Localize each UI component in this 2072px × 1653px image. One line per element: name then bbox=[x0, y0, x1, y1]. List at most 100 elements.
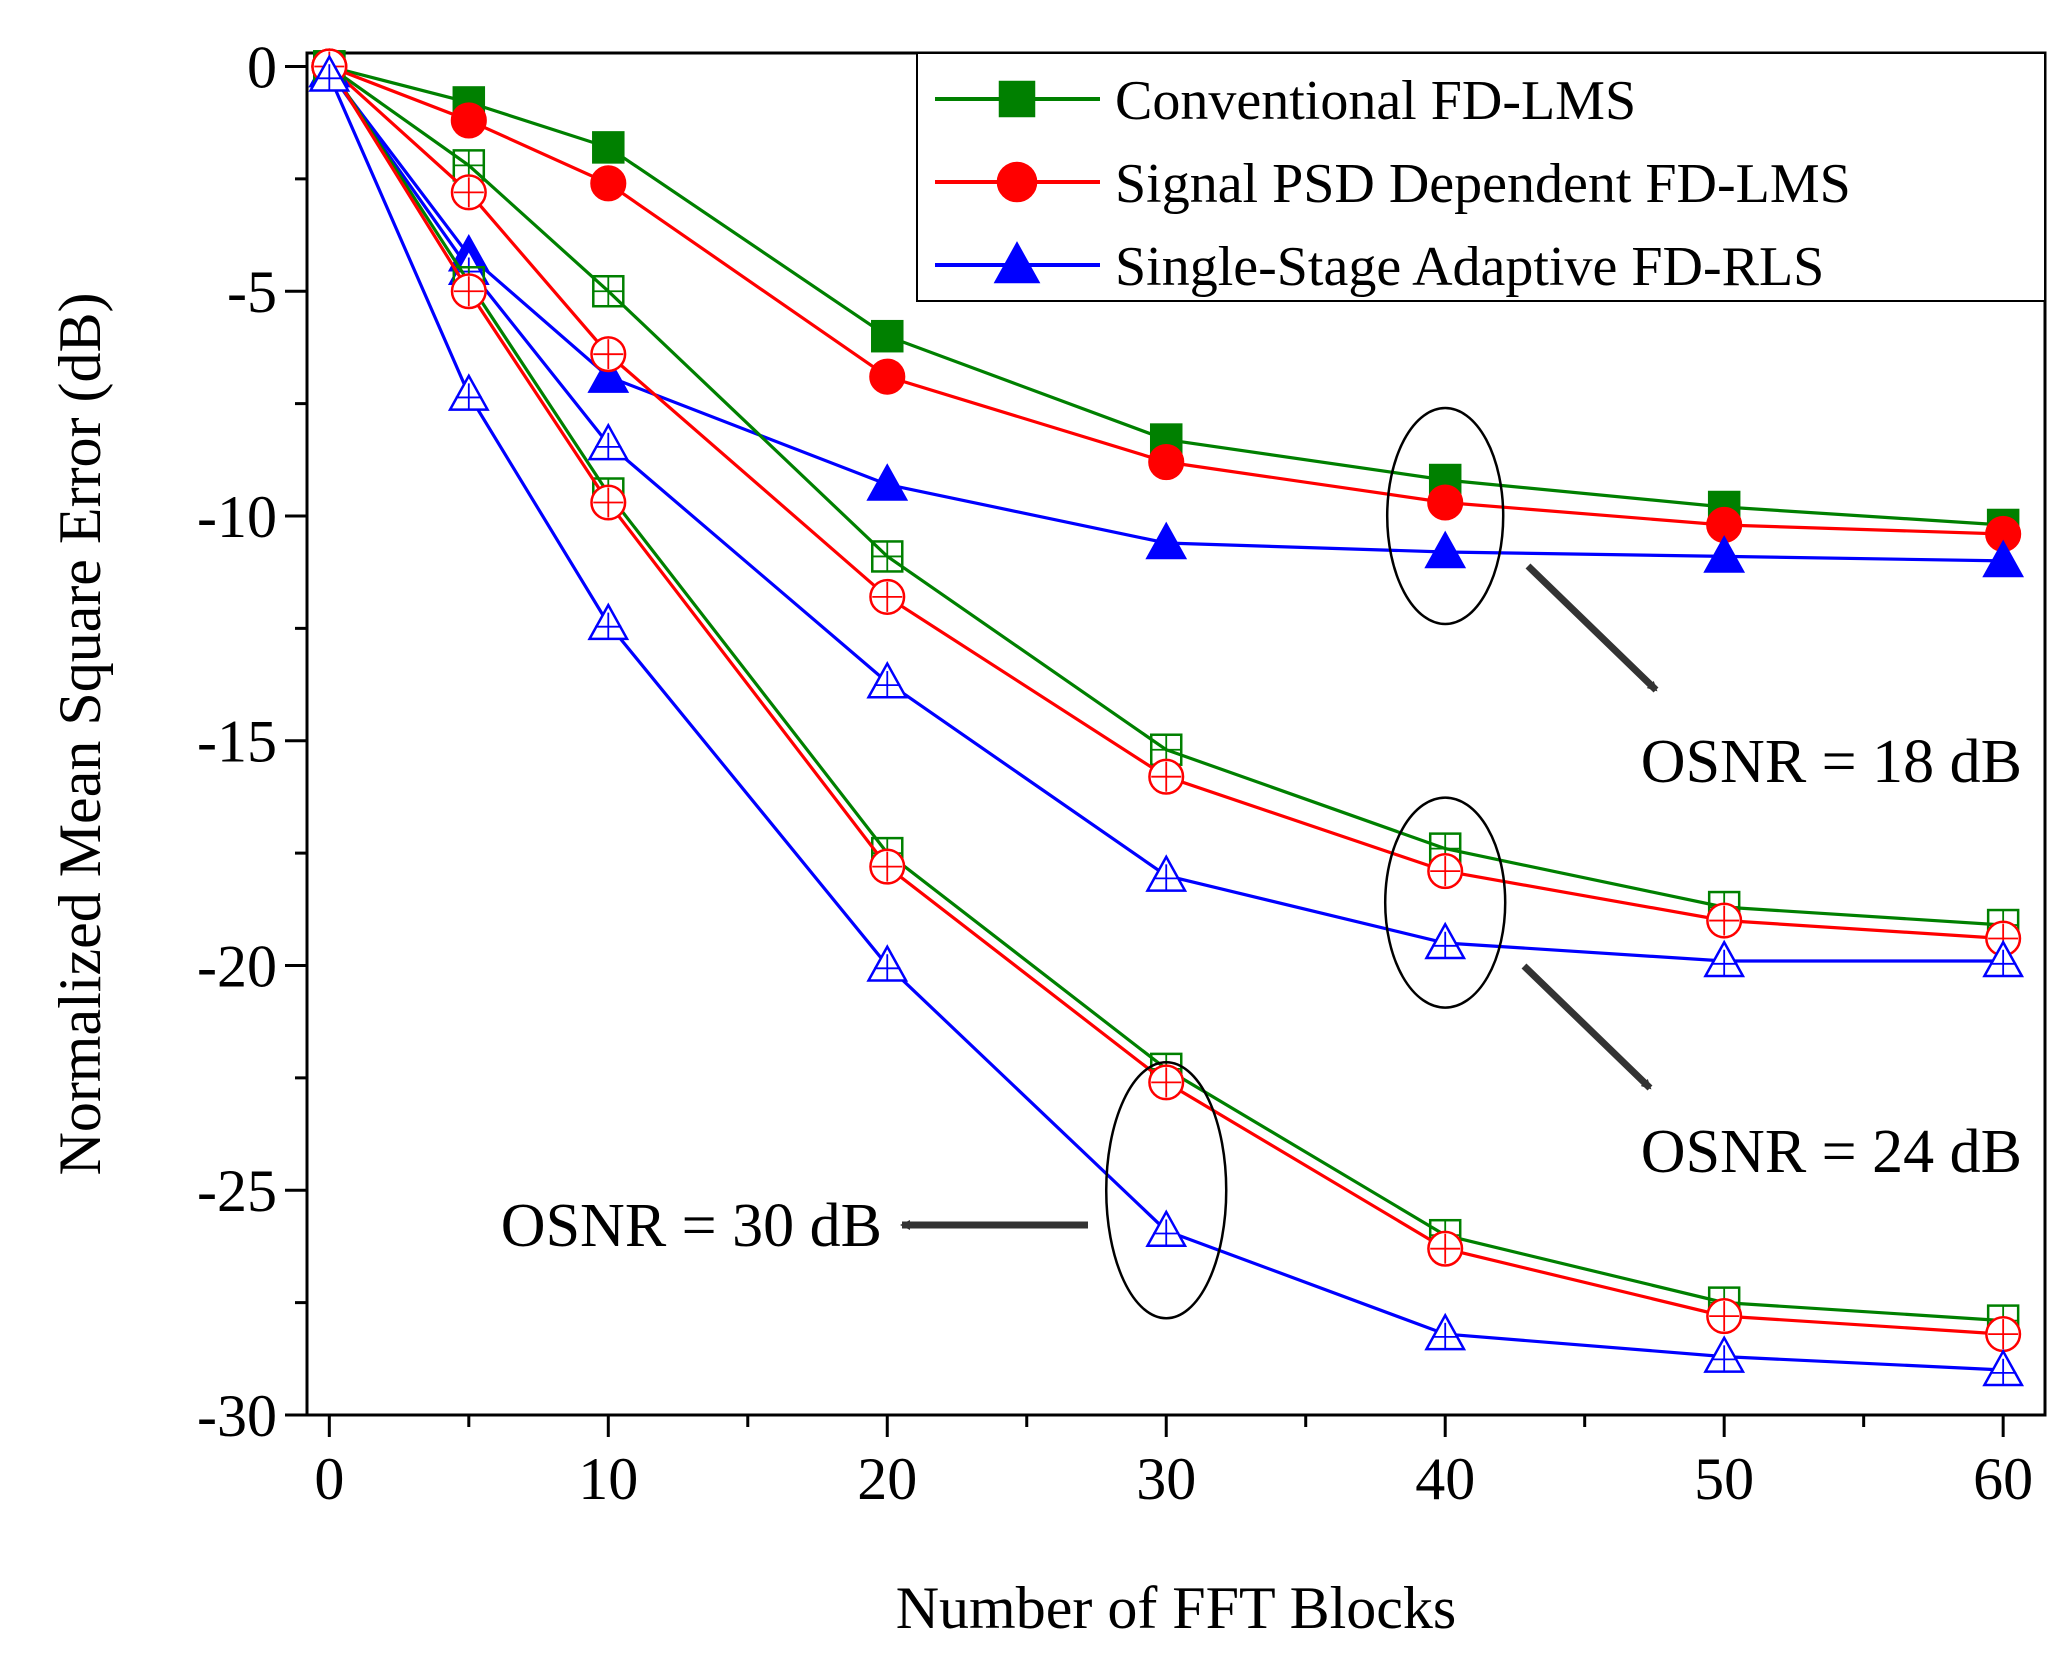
series-point bbox=[1706, 902, 1743, 939]
series-point bbox=[996, 161, 1038, 203]
series-layer bbox=[308, 48, 2025, 1387]
series-line bbox=[327, 65, 2004, 1336]
annotations: OSNR = 18 dB OSNR = 24 dB OSNR = 30 dB bbox=[501, 406, 2022, 1320]
series-line bbox=[328, 65, 2004, 536]
series-point bbox=[587, 602, 630, 641]
circle-marker bbox=[450, 102, 487, 139]
circle-marker bbox=[590, 165, 627, 202]
series-point bbox=[998, 80, 1036, 118]
circle-marker bbox=[869, 358, 906, 395]
legend-label: Single-Stage Adaptive FD-RLS bbox=[1115, 236, 1824, 298]
series-point bbox=[590, 336, 627, 373]
series-point bbox=[1703, 939, 1746, 978]
series-line bbox=[327, 70, 2004, 963]
series-point bbox=[871, 540, 904, 573]
triangle-marker bbox=[1703, 535, 1746, 573]
series-point bbox=[1427, 1230, 1464, 1267]
y-tick-label: -10 bbox=[197, 484, 277, 550]
triangle-marker bbox=[1982, 539, 2025, 578]
series-line bbox=[328, 65, 2004, 927]
x-tick-label: 50 bbox=[1694, 1446, 1754, 1512]
series-line bbox=[328, 64, 2004, 527]
series-point bbox=[592, 131, 625, 164]
legend-entry: Signal PSD Dependent FD-LMS bbox=[935, 153, 1851, 215]
x-tick-label: 60 bbox=[1973, 1446, 2033, 1512]
series-point bbox=[1427, 853, 1464, 890]
series-point bbox=[1145, 521, 1188, 560]
x-tick-label: 30 bbox=[1136, 1446, 1196, 1512]
series-point bbox=[450, 174, 487, 211]
y-tick-label: 0 bbox=[247, 34, 277, 100]
triangle-marker bbox=[993, 241, 1041, 284]
annotation-arrow bbox=[1525, 563, 1659, 693]
triangle-marker bbox=[1424, 530, 1467, 569]
series-point bbox=[866, 463, 909, 501]
series-point bbox=[450, 102, 487, 139]
series-point bbox=[866, 660, 909, 699]
series-point bbox=[869, 358, 906, 395]
series-point bbox=[1703, 1335, 1746, 1373]
square-marker bbox=[998, 80, 1036, 118]
series-point bbox=[1985, 1316, 2022, 1353]
series-point bbox=[1424, 1312, 1467, 1351]
circle-marker bbox=[996, 161, 1038, 203]
annotation-arrow bbox=[1521, 963, 1653, 1091]
annotation-ellipse bbox=[1104, 1060, 1228, 1320]
legend-label: Signal PSD Dependent FD-LMS bbox=[1115, 153, 1851, 215]
annotation-label: OSNR = 30 dB bbox=[501, 1192, 882, 1260]
legend-label: Conventional FD-LMS bbox=[1115, 70, 1636, 132]
series-osnr-30-method-2 bbox=[308, 54, 2025, 1387]
series-point bbox=[1982, 1348, 2025, 1387]
series-point bbox=[993, 241, 1041, 284]
series-point bbox=[869, 848, 906, 885]
series-point bbox=[1148, 443, 1185, 481]
series-point bbox=[1982, 539, 2025, 578]
series-line bbox=[328, 70, 2004, 563]
x-tick-label: 20 bbox=[857, 1446, 917, 1512]
square-marker bbox=[592, 131, 625, 164]
series-osnr-18-method-1 bbox=[311, 48, 2022, 553]
legend-entry: Conventional FD-LMS bbox=[935, 70, 1636, 132]
series-point bbox=[871, 319, 904, 353]
series-point bbox=[1424, 530, 1467, 569]
triangle-marker bbox=[1145, 521, 1188, 560]
series-point bbox=[587, 422, 630, 461]
series-point bbox=[1148, 758, 1185, 795]
legend: Conventional FD-LMS Signal PSD Dependent … bbox=[916, 52, 2046, 302]
annotation-ellipse bbox=[1385, 406, 1505, 626]
series-point bbox=[450, 273, 487, 310]
series-point bbox=[1145, 854, 1188, 892]
x-tick-label: 10 bbox=[578, 1446, 638, 1512]
series-point bbox=[1148, 1064, 1185, 1101]
series-line bbox=[327, 65, 2004, 1323]
series-point bbox=[1982, 939, 2025, 978]
series-point bbox=[590, 165, 627, 202]
series-line bbox=[327, 74, 2004, 1372]
series-point bbox=[1427, 484, 1464, 521]
y-tick-label: -20 bbox=[197, 933, 277, 999]
x-tick-label: 0 bbox=[314, 1446, 344, 1512]
legend-entry: Single-Stage Adaptive FD-RLS bbox=[935, 236, 1824, 298]
series-line bbox=[328, 65, 2004, 941]
y-axis-title: Normalized Mean Square Error (dB) bbox=[47, 292, 113, 1175]
series-point bbox=[447, 373, 490, 411]
triangle-marker bbox=[587, 355, 630, 393]
annotation-label: OSNR = 18 dB bbox=[1641, 728, 2022, 796]
series-point bbox=[308, 54, 351, 92]
x-tick-label: 40 bbox=[1415, 1446, 1475, 1512]
y-tick-label: -25 bbox=[197, 1158, 277, 1224]
series-point bbox=[1703, 535, 1746, 573]
series-point bbox=[1145, 1209, 1188, 1247]
y-tick-label: -15 bbox=[197, 709, 277, 775]
annotation-label: OSNR = 24 dB bbox=[1641, 1118, 2022, 1186]
x-axis-title: Number of FFT Blocks bbox=[896, 1575, 1457, 1641]
series-point bbox=[590, 484, 627, 521]
series-point bbox=[1424, 921, 1467, 960]
square-marker bbox=[871, 319, 904, 353]
y-tick-label: -5 bbox=[227, 259, 277, 325]
series-point bbox=[587, 355, 630, 393]
legend-box bbox=[916, 52, 2046, 302]
series-point bbox=[592, 274, 625, 308]
y-tick-label: -30 bbox=[197, 1383, 277, 1449]
